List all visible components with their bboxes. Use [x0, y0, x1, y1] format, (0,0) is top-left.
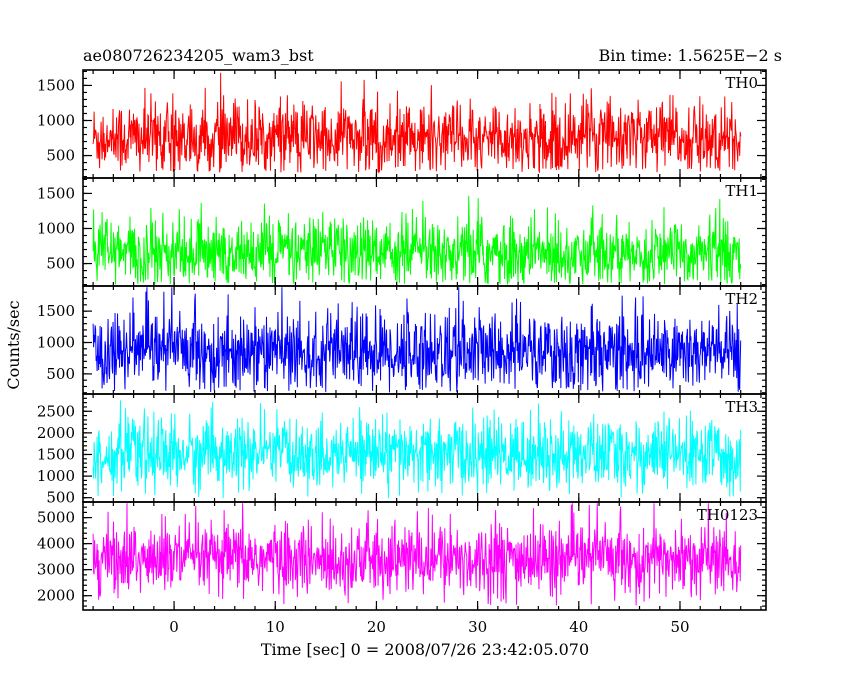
panel-label-th0123: TH0123	[697, 506, 758, 524]
y-axis-label: Counts/sec	[4, 300, 23, 389]
y-tick-label: 500	[46, 255, 75, 273]
x-tick-label: 30	[468, 618, 487, 636]
y-tick-label: 1500	[37, 445, 75, 463]
panel-label-th0: TH0	[725, 74, 758, 92]
chart-title-left: ae080726234205_wam3_bst	[83, 46, 314, 65]
y-tick-label: 1500	[37, 184, 75, 202]
panel-frame-th0123	[82, 501, 767, 611]
y-tick-label: 4000	[37, 535, 75, 553]
panel-label-th1: TH1	[725, 182, 758, 200]
x-tick-label: 40	[569, 618, 588, 636]
y-tick-label: 500	[46, 489, 75, 507]
series-line-th2	[92, 287, 742, 393]
y-tick-label: 1000	[37, 111, 75, 129]
y-tick-label: 5000	[37, 509, 75, 527]
x-tick-label: 0	[169, 618, 179, 636]
y-tick-label: 1500	[37, 302, 75, 320]
y-tick-label: 500	[46, 365, 75, 383]
y-tick-label: 1000	[37, 334, 75, 352]
y-tick-label: 2000	[37, 424, 75, 442]
series-line-th1	[92, 195, 742, 285]
x-axis-label: Time [sec] 0 = 2008/07/26 23:42:05.070	[261, 640, 589, 659]
y-tick-label: 2000	[37, 587, 75, 605]
y-tick-label: 1500	[37, 76, 75, 94]
x-tick-label: 50	[670, 618, 689, 636]
chart-title-right: Bin time: 1.5625E−2 s	[599, 46, 782, 65]
series-line-th0	[92, 72, 742, 174]
y-tick-label: 500	[46, 147, 75, 165]
y-tick-label: 2500	[37, 402, 75, 420]
series-line-th0123	[92, 503, 742, 606]
series-line-th3	[92, 400, 742, 499]
x-tick-label: 20	[367, 618, 386, 636]
y-tick-label: 3000	[37, 561, 75, 579]
y-tick-label: 1000	[37, 467, 75, 485]
y-tick-label: 1000	[37, 219, 75, 237]
panel-label-th3: TH3	[725, 398, 758, 416]
panel-label-th2: TH2	[725, 290, 758, 308]
x-tick-label: 10	[266, 618, 285, 636]
